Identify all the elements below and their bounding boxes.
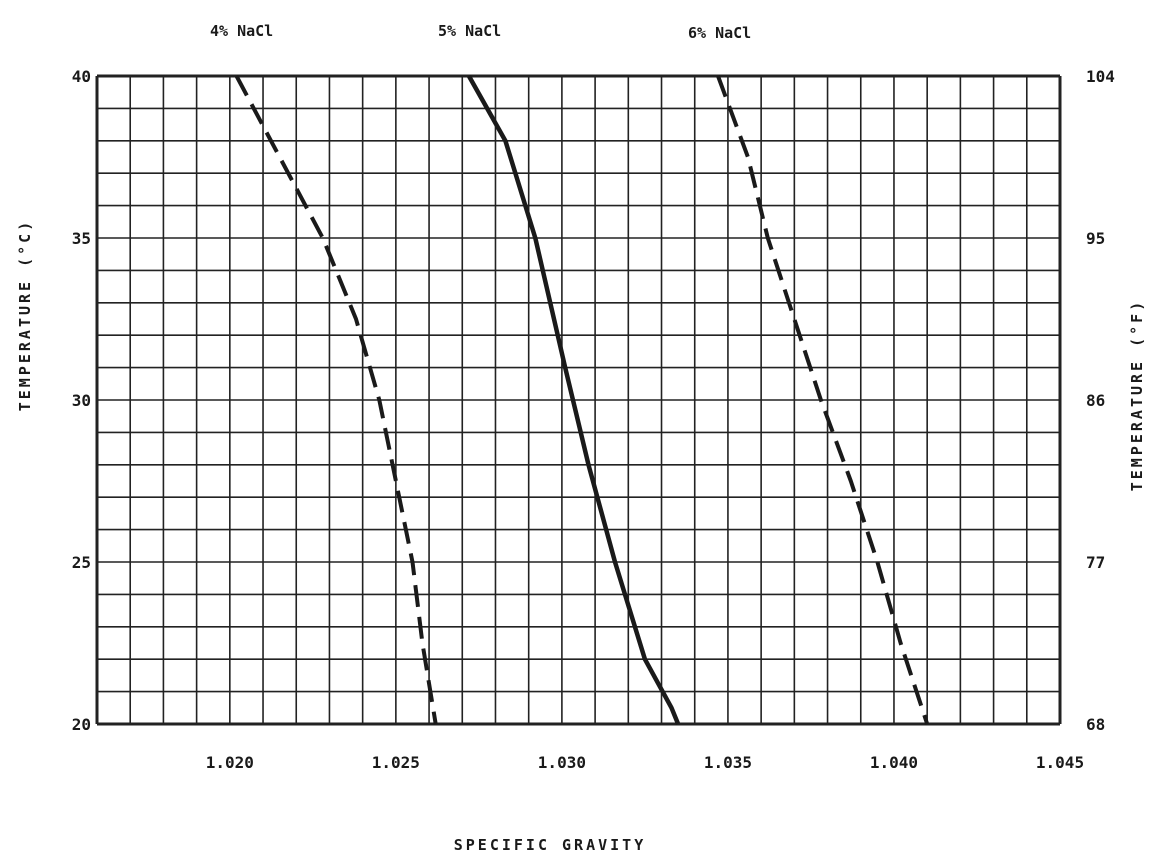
x-tick-label: 1.030 — [538, 753, 586, 772]
x-tick-label: 1.035 — [704, 753, 752, 772]
y-left-tick-label: 25 — [72, 553, 91, 572]
y-left-tick-label: 30 — [72, 391, 91, 410]
y-left-tick-label: 20 — [72, 715, 91, 734]
x-tick-label: 1.025 — [372, 753, 420, 772]
y-right-tick-label: 68 — [1086, 715, 1105, 734]
grid — [97, 76, 1060, 724]
y-right-tick-label: 104 — [1086, 67, 1115, 86]
y-right-axis-title: TEMPERATURE (°F) — [1128, 299, 1146, 492]
y-right-tick-label: 95 — [1086, 229, 1105, 248]
x-axis-title: SPECIFIC GRAVITY — [454, 836, 647, 854]
y-left-axis-tick-labels: 20 25 30 35 40 — [72, 67, 91, 734]
y-right-tick-label: 77 — [1086, 553, 1105, 572]
y-left-tick-label: 35 — [72, 229, 91, 248]
series-labels: 4% NaCl 5% NaCl 6% NaCl — [210, 22, 751, 42]
x-tick-label: 1.045 — [1036, 753, 1084, 772]
x-tick-label: 1.020 — [206, 753, 254, 772]
series-label-6pct: 6% NaCl — [688, 24, 751, 42]
series-label-4pct: 4% NaCl — [210, 22, 273, 40]
y-left-tick-label: 40 — [72, 67, 91, 86]
x-tick-label: 1.040 — [870, 753, 918, 772]
y-right-tick-label: 86 — [1086, 391, 1105, 410]
y-left-axis-title: TEMPERATURE (°C) — [16, 219, 34, 412]
series-label-5pct: 5% NaCl — [438, 22, 501, 40]
y-right-axis-tick-labels: 68 77 86 95 104 — [1086, 67, 1115, 734]
x-axis-tick-labels: 1.020 1.025 1.030 1.035 1.040 1.045 — [206, 753, 1084, 772]
